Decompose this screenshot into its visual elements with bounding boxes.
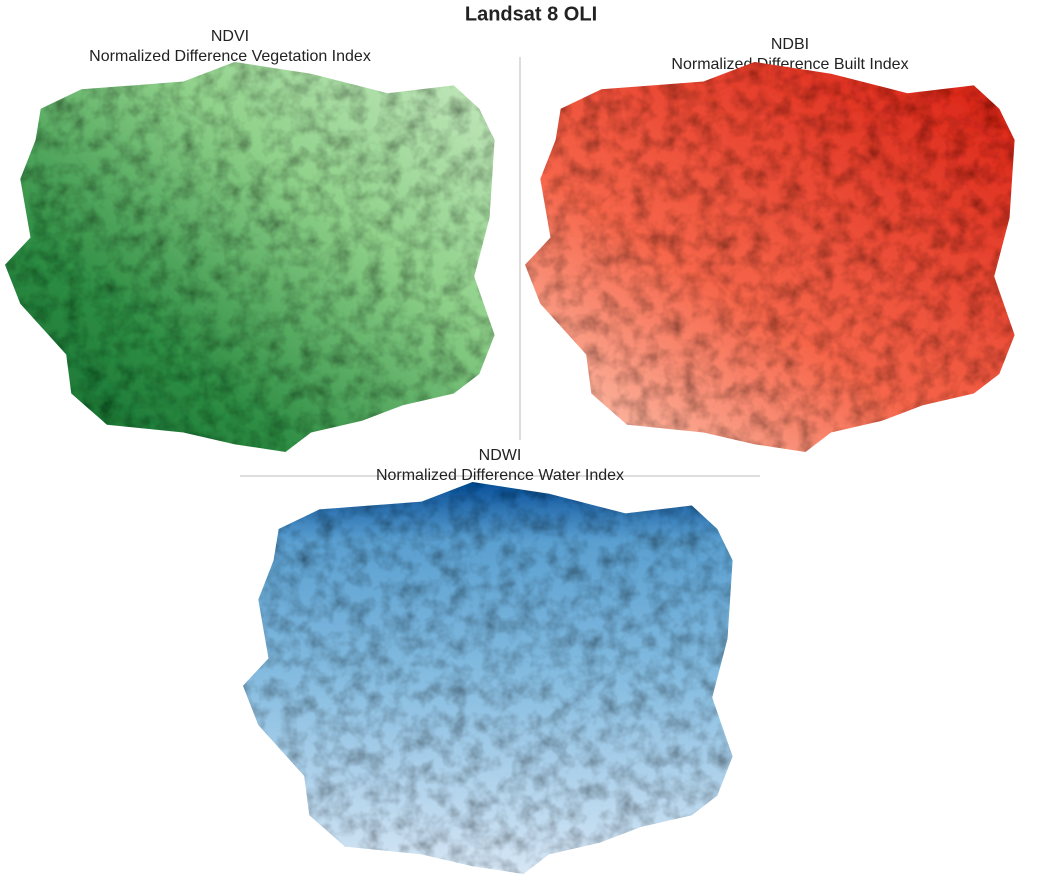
index-map xyxy=(525,62,1015,452)
index-map xyxy=(5,62,495,452)
panel-title: NDWI xyxy=(479,447,522,464)
index-map xyxy=(243,482,733,874)
panel-title: NDBI xyxy=(771,36,809,53)
panel-subtitle: Normalized Difference Water Index xyxy=(376,467,624,484)
panel-subtitle: Normalized Difference Built Index xyxy=(671,56,908,73)
panel-subtitle: Normalized Difference Vegetation Index xyxy=(89,48,371,65)
figure-title: Landsat 8 OLI xyxy=(465,3,597,25)
panel-title: NDVI xyxy=(211,28,249,45)
